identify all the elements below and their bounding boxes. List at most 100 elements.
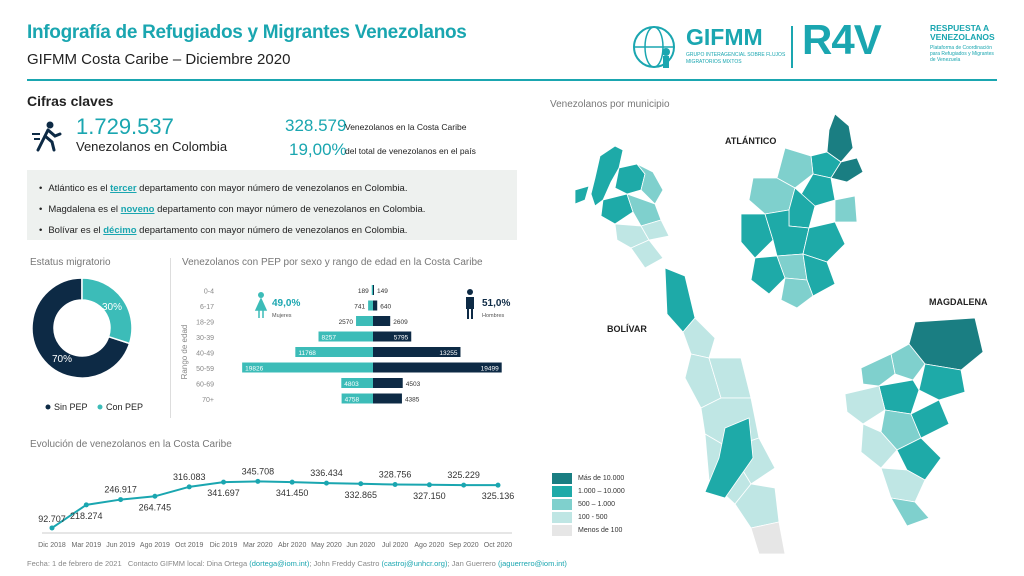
legend-marker <box>97 404 103 410</box>
pct-label: del total de venezolanos en el país <box>345 146 476 156</box>
footer-email-link[interactable]: (dortega@iom.int) <box>249 559 310 568</box>
note-item: Bolívar es el décimo departamento con ma… <box>39 220 517 241</box>
line-x-tick: Ago 2019 <box>140 542 170 549</box>
note-highlight: décimo <box>103 225 137 236</box>
map-legend-label: Más de 10.000 <box>578 475 625 482</box>
line-x-tick: Sep 2020 <box>449 542 479 549</box>
pyramid-age-label: 60-69 <box>196 382 214 389</box>
header-divider <box>27 79 997 81</box>
map-title: Venezolanos por municipio <box>550 99 670 110</box>
pyramid-bar-hombres <box>373 362 502 373</box>
map-legend-item: 1.000 – 10.000 <box>552 485 625 498</box>
line-x-tick: Mar 2019 <box>72 542 102 549</box>
pyramid-bar-hombres <box>373 378 403 388</box>
municipality-map: ATLÁNTICO BOLÍVAR MAGDALENA <box>574 113 988 555</box>
notes-box: Atlántico es el tercer departamento con … <box>27 170 517 240</box>
donut-slice-label: 30% <box>102 302 122 313</box>
pct-value: 19,00% <box>289 140 347 159</box>
map-label-bolivar: BOLÍVAR <box>607 324 647 334</box>
map-legend-label: Menos de 100 <box>578 527 623 534</box>
map-legend-item: Menos de 100 <box>552 524 625 537</box>
pyramid-data-label: 19499 <box>481 366 499 373</box>
line-series <box>51 480 499 529</box>
line-data-label: 316.083 <box>173 472 206 482</box>
line-point <box>323 480 329 486</box>
line-data-label: 328.756 <box>379 470 412 480</box>
map-legend: Más de 10.000 1.000 – 10.000 500 – 1.000 10… <box>552 472 625 537</box>
pyramid-data-label: 13255 <box>439 350 457 357</box>
pyramid-bar-hombres <box>373 331 412 342</box>
pyramid-age-label: 18-29 <box>196 320 214 327</box>
line-point <box>221 479 227 485</box>
pyramid-bar-hombres <box>373 316 391 326</box>
pyramid-data-label: 8257 <box>322 335 337 342</box>
line-point <box>186 484 192 490</box>
line-x-tick: Jul 2020 <box>382 542 409 549</box>
mujeres-pct: 49,0% <box>272 298 300 309</box>
pyramid-bar-mujeres <box>295 347 373 357</box>
line-data-label: 332.865 <box>344 490 377 500</box>
footer-contact-2: ; John Freddy Castro <box>309 559 380 568</box>
pyramid-bar-hombres <box>373 393 402 404</box>
costa-caribe-value: 328.579 <box>285 116 347 135</box>
map-legend-swatch <box>552 512 572 523</box>
pyramid-age-label: 50-59 <box>196 366 214 373</box>
pyramid-data-label: 4758 <box>345 397 360 404</box>
line-x-tick: Oct 2020 <box>484 542 513 549</box>
pyramid-age-label: 30-39 <box>196 335 214 342</box>
pyramid-bar-hombres <box>373 300 378 311</box>
line-data-label: 336.434 <box>310 468 343 478</box>
line-point <box>152 493 158 499</box>
line-point <box>358 481 364 487</box>
map-legend-item: 500 – 1.000 <box>552 498 625 511</box>
pyramid-age-label: 70+ <box>202 397 214 404</box>
note-text: Atlántico es el <box>48 183 111 194</box>
notes-list: Atlántico es el tercer departamento con … <box>27 170 517 241</box>
line-point <box>118 497 124 503</box>
note-highlight: noveno <box>120 204 155 215</box>
map-legend-swatch <box>552 473 572 484</box>
note-text: departamento con mayor número de venezol… <box>136 225 408 236</box>
line-data-label: 327.150 <box>413 491 446 501</box>
map-legend-label: 1.000 – 10.000 <box>578 488 625 495</box>
map-label-magdalena: MAGDALENA <box>929 297 988 307</box>
pyramid-data-label: 2609 <box>393 319 408 326</box>
age-sex-pyramid-chart: Rango de edad 0-4 189 149 6-17 741 640 18-29 257… <box>180 285 510 404</box>
line-point <box>49 525 55 531</box>
footer-email-link[interactable]: (jaguerrero@iom.int) <box>497 559 567 568</box>
status-donut-chart: 70% 30% Sin PEP Con PEP <box>31 277 143 412</box>
line-data-label: 264.745 <box>139 502 172 512</box>
pyramid-bar-mujeres <box>341 393 373 404</box>
map-legend-item: 100 - 500 <box>552 511 625 524</box>
map-region-magdalena <box>844 317 984 527</box>
pyramid-data-label: 5795 <box>394 335 409 342</box>
pyramid-age-label: 0-4 <box>204 289 214 296</box>
line-point <box>461 482 467 488</box>
map-legend-swatch <box>552 486 572 497</box>
note-text: departamento con mayor número de venezol… <box>136 183 408 194</box>
key-figures-title: Cifras claves <box>27 93 114 109</box>
female-icon <box>254 292 268 318</box>
line-point <box>83 502 89 508</box>
total-colombia-label: Venezolanos en Colombia <box>76 139 228 154</box>
map-legend-label: 100 - 500 <box>578 514 608 521</box>
hombres-label: Hombres <box>482 313 505 319</box>
map-region-bolivar <box>664 267 786 555</box>
r4v-title-line1: RESPUESTA A <box>930 23 990 33</box>
line-x-tick: Oct 2019 <box>175 542 204 549</box>
line-data-label: 325.136 <box>482 491 515 501</box>
pyramid-bar-mujeres <box>371 285 373 295</box>
donut-slice-label: 70% <box>52 354 72 365</box>
map-region-atlantico <box>740 113 864 309</box>
donut-slice-sin-pep <box>31 277 131 379</box>
pyramid-data-label: 4385 <box>405 397 420 404</box>
evolution-chart-title: Evolución de venezolanos en la Costa Car… <box>30 439 232 450</box>
status-chart-title: Estatus migratorio <box>30 257 111 268</box>
total-colombia-value: 1.729.537 <box>76 114 174 139</box>
mujeres-label: Mujeres <box>272 313 292 319</box>
footer-contact-3: ; Jan Guerrero <box>447 559 496 568</box>
footer-email-link[interactable]: (castroj@unhcr.org) <box>381 559 448 568</box>
note-highlight: tercer <box>110 183 137 194</box>
line-data-label: 341.697 <box>207 488 240 498</box>
hombres-pct: 51,0% <box>482 298 510 309</box>
